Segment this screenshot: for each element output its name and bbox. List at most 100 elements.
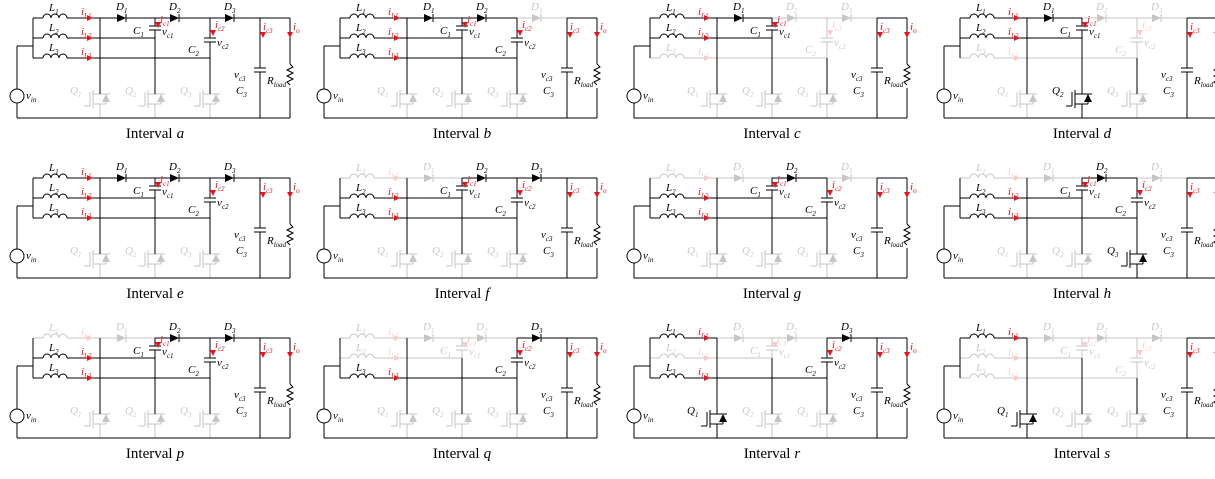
body-diode [1084,94,1092,102]
caption-text: Interval [126,286,173,302]
body-diode [464,94,472,102]
switch: Q2 [125,405,165,438]
body-diode [212,414,220,422]
label-sub: 3 [671,48,676,56]
label-sub: in [31,256,37,264]
circuit-panel: vinL1iL1L2iL2L3iL3D1D2D3C1vc1ic1C2vc2ic2… [937,161,1215,302]
label-sub: 3 [1158,327,1163,335]
label-sub: c2 [1149,363,1156,371]
label-sub: in [648,256,654,264]
label: vc1 [469,26,481,40]
component: L1iL1 [33,2,100,21]
component: L1iL1 [650,2,717,21]
label: ic2 [522,179,532,193]
body-diode [519,414,527,422]
label-sub: c3 [239,75,246,83]
label: D3 [223,321,236,335]
circuit-panel: vinL1iL1L2iL2L3iL3D1D2D3C1vc1ic1C2vc2ic2… [10,161,300,302]
component: D2 [462,1,517,22]
label-sub: 2 [502,210,506,218]
label-sub: in [338,416,344,424]
switch: Q2 [432,405,472,438]
label: vc1 [1089,346,1101,360]
caption-text: Interval [126,446,173,462]
label: C2 [188,204,199,218]
switch: Q2 [742,245,782,278]
label: vc2 [1144,37,1156,51]
label: io [293,341,300,355]
label-sub: c1 [167,352,174,360]
label-sub: c1 [780,20,787,28]
label-sub: 3 [187,411,192,419]
label-main: D [1150,161,1159,173]
label-sub: load [274,241,287,249]
interval-diagrams: vinL1iL1L2iL2L3iL3D1D2D3C1vc1ic1C2vc2ic2… [0,0,1215,479]
label: L2 [355,22,366,36]
label: Q2 [742,405,754,419]
label-sub: 3 [494,251,499,259]
label: vc3 [541,229,553,243]
label: Q2 [1052,405,1064,419]
label: ic1 [467,174,477,188]
current-arrow [1137,190,1143,196]
label-sub: 3 [848,167,853,175]
label-main: D [1095,321,1104,333]
body-diode [212,94,220,102]
label: io [600,341,607,355]
label-sub: 3 [361,208,366,216]
caption-text: Interval [433,446,480,462]
label: vc2 [1144,197,1156,211]
component: vc3C3ic3 [851,178,890,278]
label-sub: c1 [474,32,481,40]
resistor [287,384,293,405]
label-main: Q [487,245,495,257]
label-main: D [1042,1,1051,13]
component: D1 [1027,321,1082,342]
label-main: Q [797,405,805,417]
label: Q2 [1052,245,1064,259]
label: ic1 [467,14,477,28]
switch: Q1 [70,405,110,438]
diode [225,14,234,22]
label-main: L [48,2,55,14]
body-diode [102,94,110,102]
label-sub: c1 [1090,180,1097,188]
circuit-panel: vinL1iL1L2iL2L3iL3D1D2D3C1vc1ic1C2vc2ic2… [627,1,917,142]
diode [787,14,796,22]
label: vc3 [851,69,863,83]
label-sub: 2 [672,28,676,36]
switch: Q3 [180,245,220,278]
label-sub: c1 [784,32,791,40]
label: D2 [1095,321,1108,335]
label-main: D [840,321,849,333]
label-sub: c3 [239,235,246,243]
label: C2 [495,44,506,58]
caption-text: Interval [743,286,790,302]
label: L1 [665,322,676,336]
switch: Q3 [487,245,527,278]
component: C2vc2ic2 [495,178,536,218]
body-diode [774,94,782,102]
label: D3 [530,161,543,175]
label: Rload [1193,395,1214,409]
label-main: D [840,161,849,173]
body-diode [409,414,417,422]
label: C3 [543,245,554,259]
component: L3iL3 [960,362,1137,381]
label-main: L [665,2,672,14]
voltage-source [627,89,641,103]
label-main: L [48,202,55,214]
label-sub: c1 [1094,352,1101,360]
circuit-panel: vinL1iL1L2iL2L3iL3D1D2D3C1vc1ic1C2vc2ic2… [627,161,917,302]
switch: Q2 [125,245,165,278]
body-diode [519,254,527,262]
label: D3 [530,1,543,15]
label-main: Q [487,405,495,417]
label-sub: 2 [794,7,798,15]
label-sub: 2 [195,370,199,378]
label: C1 [750,25,761,39]
label: ic1 [777,14,787,28]
label-sub: 2 [1122,210,1126,218]
component: vc3C3ic3 [851,18,890,118]
